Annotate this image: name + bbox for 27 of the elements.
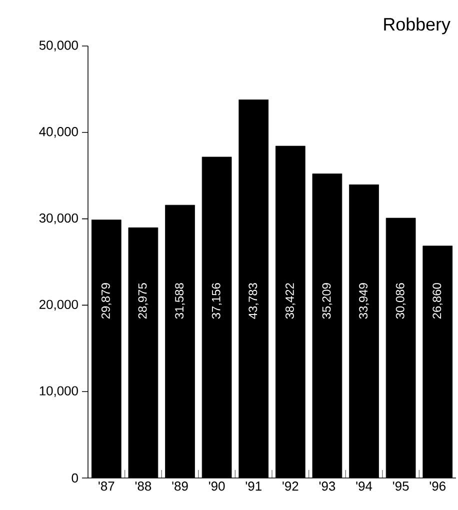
- y-tick-label: 0: [72, 473, 78, 483]
- x-tick-label: '96: [430, 482, 446, 491]
- data-label: 29,879: [101, 283, 112, 319]
- y-tick-label: 50,000: [39, 40, 78, 52]
- data-label: 30,086: [396, 283, 406, 319]
- data-label: 43,783: [248, 283, 259, 319]
- x-tick-label: '93: [319, 482, 336, 491]
- x-tick-label: '90: [209, 482, 225, 491]
- x-tick-label: '88: [135, 482, 152, 491]
- data-label: 38,422: [285, 283, 296, 319]
- data-label: 26,860: [432, 283, 443, 319]
- data-label: 31,588: [175, 283, 185, 319]
- x-tick-label: '95: [393, 482, 409, 491]
- x-tick-label: '92: [282, 482, 298, 491]
- x-tick-label: '89: [172, 482, 188, 491]
- data-label: 37,156: [212, 283, 222, 319]
- y-tick-label: 40,000: [39, 127, 78, 138]
- data-label: 28,975: [138, 283, 148, 319]
- data-label: 33,949: [359, 283, 369, 319]
- x-tick-label: '91: [246, 482, 262, 491]
- y-tick-label: 10,000: [40, 386, 78, 397]
- y-tick-label: 30,000: [39, 213, 78, 224]
- data-label: 35,209: [322, 283, 332, 319]
- chart-title: Robbery: [384, 18, 450, 34]
- y-tick-label: 20,000: [40, 300, 78, 311]
- x-tick-label: '94: [356, 482, 372, 491]
- x-tick-label: '87: [98, 482, 114, 491]
